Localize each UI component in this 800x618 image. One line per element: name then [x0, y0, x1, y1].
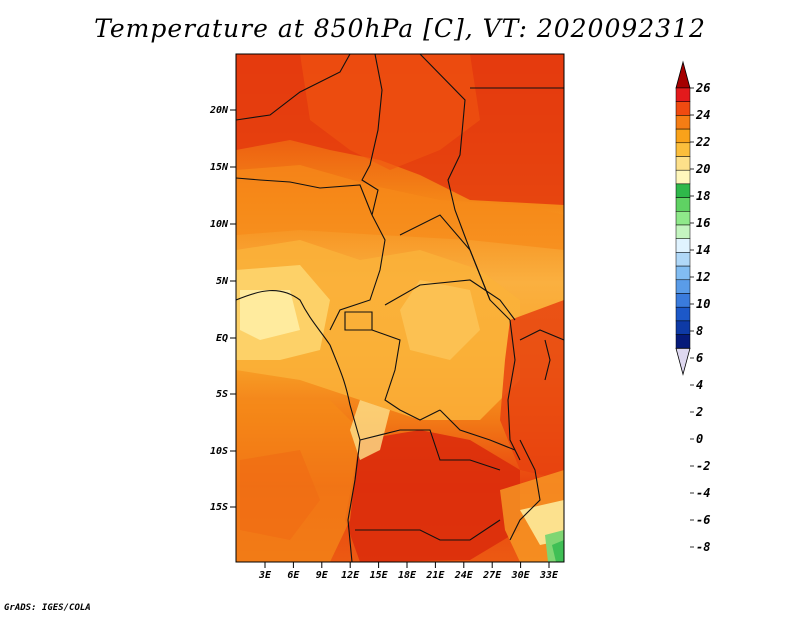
colorbar-label: 12: [696, 270, 710, 284]
field-hot-east: [500, 300, 564, 480]
colorbar-swatch: [675, 87, 691, 102]
lon-label: 18E: [398, 570, 417, 581]
border-car: [399, 214, 511, 321]
colorbar-swatch: [675, 115, 691, 130]
border-drc-zambia: [439, 409, 516, 451]
border-kenya: [544, 339, 551, 381]
colorbar-label: -6: [696, 513, 710, 527]
colorbar-label: 0: [696, 432, 703, 446]
colorbar-label: 2: [695, 405, 703, 419]
field-cool-center: [400, 280, 480, 360]
colorbar-top-arrow: [675, 60, 691, 89]
colorbar-swatch: [675, 334, 691, 349]
lat-label: 15S: [210, 502, 228, 513]
colorbar-label: 20: [695, 162, 710, 176]
colorbar-swatch: [675, 320, 691, 335]
border-car-drc: [384, 279, 516, 321]
border-cameroon: [329, 214, 386, 331]
colorbar-label: 26: [695, 81, 710, 95]
colorbar-swatch: [675, 265, 691, 281]
colorbar-swatch: [675, 211, 691, 226]
border-malawi: [509, 439, 541, 541]
colorbar-swatch: [675, 156, 691, 171]
colorbar-label: -4: [696, 486, 710, 500]
colorbar-swatch: [675, 101, 691, 116]
colorbar-label: 10: [696, 297, 710, 311]
colorbar-label: -2: [696, 459, 710, 473]
lon-label: 27E: [482, 570, 502, 581]
lon-label: 3E: [258, 570, 272, 581]
country-borders: [236, 54, 564, 562]
border-namibia: [355, 519, 501, 541]
lon-label: 12E: [341, 570, 360, 581]
field-warm-band: [236, 165, 564, 250]
border-east-lakes: [507, 319, 521, 461]
field-southeast-green-dark: [552, 540, 564, 562]
colorbar-label: 22: [695, 135, 710, 149]
lat-label: EQ: [216, 333, 228, 344]
colorbar-swatch: [675, 128, 691, 144]
field-hot-south: [345, 430, 520, 562]
colorbar-swatch: [675, 293, 691, 308]
field-ocean-patch: [240, 450, 320, 540]
latitude-axis: 20N 15N 10N 5N EQ 5S 10S 15S: [209, 105, 236, 513]
lon-label: 9E: [316, 570, 329, 581]
colorbar-label: 24: [695, 108, 710, 122]
lon-label: 30E: [511, 570, 531, 581]
colorbar-label: 8: [696, 324, 703, 338]
lat-label: 5S: [216, 389, 228, 400]
lat-label: 10S: [210, 446, 228, 457]
chart-title: Temperature at 850hPa [C], VT: 202009231…: [94, 14, 706, 43]
lat-label: 5N: [216, 276, 229, 287]
colorbar-swatch: [675, 197, 691, 212]
border-angola-zambia: [359, 429, 501, 471]
lon-label: 33E: [539, 570, 559, 581]
colorbar-swatch: [675, 169, 691, 185]
colorbar-swatch: [675, 238, 691, 253]
colorbar-label: -8: [696, 540, 710, 554]
field-coolest-west: [240, 290, 300, 340]
grads-credit: GrADS: IGES/COLA: [4, 603, 91, 613]
colorbar-swatch: [675, 183, 691, 198]
border-niger-nigeria: [236, 177, 373, 216]
colorbar-label: 6: [696, 351, 703, 365]
colorbar-swatch: [675, 279, 691, 294]
temperature-field: [236, 54, 564, 562]
lat-label: 10N: [210, 219, 229, 230]
colorbar-label: 18: [696, 189, 710, 203]
lon-label: 15E: [370, 570, 389, 581]
field-north-center: [300, 54, 480, 170]
lat-label: 15N: [210, 162, 229, 173]
field-angola-plateau: [350, 400, 390, 460]
colorbar-label: 14: [696, 243, 710, 257]
coastline-west: [236, 289, 351, 406]
lon-label: 6E: [287, 570, 300, 581]
border-nw: [236, 54, 351, 121]
lon-label: 21E: [425, 570, 445, 581]
coastline-angola: [347, 404, 361, 562]
colorbar-label: 16: [696, 216, 710, 230]
border-uganda-kenya: [519, 329, 564, 341]
map-frame: [235, 53, 565, 563]
colorbar-swatch: [675, 142, 691, 157]
longitude-axis: 3E 6E 9E 12E 15E 18E 21E 24E 27E 30E 33E: [258, 562, 559, 581]
lon-label: 24E: [454, 570, 474, 581]
colorbar-swatch: [675, 252, 691, 267]
colorbar-label: 4: [696, 378, 703, 392]
lat-label: 20N: [209, 105, 229, 116]
colorbar-swatch: [675, 306, 691, 322]
border-congo-drc: [371, 329, 441, 421]
colorbar-swatch: [675, 224, 691, 239]
colorbar-bottom-arrow: [675, 347, 691, 376]
border-niger-chad: [361, 54, 383, 216]
